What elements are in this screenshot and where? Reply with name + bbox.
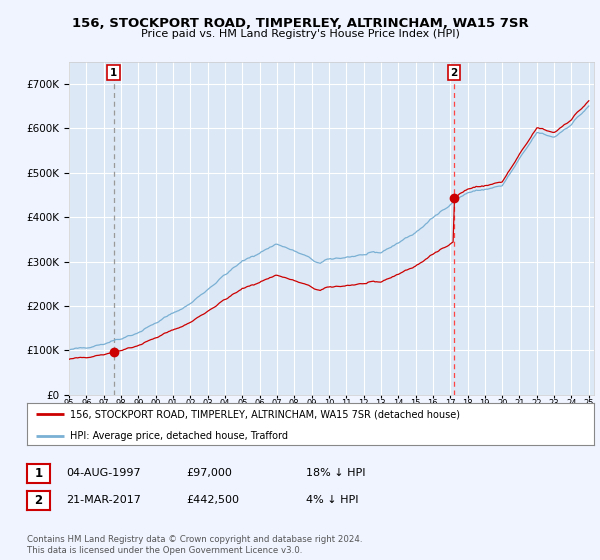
Text: £97,000: £97,000 bbox=[186, 468, 232, 478]
Text: Price paid vs. HM Land Registry's House Price Index (HPI): Price paid vs. HM Land Registry's House … bbox=[140, 29, 460, 39]
Text: 1: 1 bbox=[34, 466, 43, 480]
Text: 156, STOCKPORT ROAD, TIMPERLEY, ALTRINCHAM, WA15 7SR: 156, STOCKPORT ROAD, TIMPERLEY, ALTRINCH… bbox=[71, 17, 529, 30]
Text: 18% ↓ HPI: 18% ↓ HPI bbox=[306, 468, 365, 478]
Text: HPI: Average price, detached house, Trafford: HPI: Average price, detached house, Traf… bbox=[70, 431, 287, 441]
Text: Contains HM Land Registry data © Crown copyright and database right 2024.
This d: Contains HM Land Registry data © Crown c… bbox=[27, 535, 362, 555]
Text: 2: 2 bbox=[451, 68, 458, 78]
Text: 1: 1 bbox=[110, 68, 118, 78]
Text: 2: 2 bbox=[34, 493, 43, 507]
Text: £442,500: £442,500 bbox=[186, 495, 239, 505]
Text: 4% ↓ HPI: 4% ↓ HPI bbox=[306, 495, 359, 505]
Text: 04-AUG-1997: 04-AUG-1997 bbox=[66, 468, 140, 478]
Text: 156, STOCKPORT ROAD, TIMPERLEY, ALTRINCHAM, WA15 7SR (detached house): 156, STOCKPORT ROAD, TIMPERLEY, ALTRINCH… bbox=[70, 409, 460, 419]
Text: 21-MAR-2017: 21-MAR-2017 bbox=[66, 495, 141, 505]
